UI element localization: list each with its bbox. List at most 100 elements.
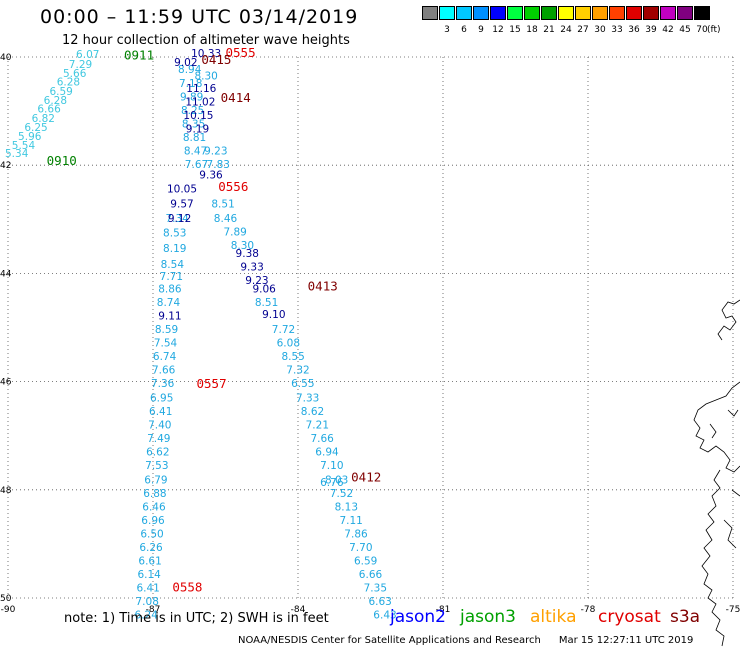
swh-value: 7.40 — [148, 420, 171, 432]
lat-tick-label: 40 — [0, 53, 12, 63]
swh-value: 6.28 — [57, 77, 80, 89]
color-swatch — [694, 6, 710, 20]
swh-value: 7.49 — [147, 433, 170, 445]
swh-value: 7.72 — [272, 324, 295, 336]
swh-value: 8.35 — [182, 118, 205, 130]
legend-entry-altika: altika — [530, 607, 577, 627]
color-scale-label: 30 — [594, 25, 606, 35]
swh-value: 7.21 — [306, 420, 329, 432]
swh-value: 8.30 — [194, 71, 217, 83]
swh-value: 6.55 — [291, 378, 314, 390]
color-swatch — [439, 6, 455, 20]
swh-value: 7.71 — [160, 271, 183, 283]
swh-value: 5.66 — [63, 68, 87, 80]
color-swatch — [490, 6, 506, 20]
swh-value: 8.59 — [155, 324, 178, 336]
swh-value: 7.66 — [310, 433, 334, 445]
coastline-segment — [693, 299, 740, 647]
swh-value: 6.94 — [315, 447, 339, 459]
swh-value: 9.38 — [236, 248, 259, 260]
swh-value: 8.13 — [335, 501, 358, 513]
pass-time-label: 0412 — [351, 470, 381, 485]
swh-value: 6.43 — [373, 610, 396, 622]
legend-entry-cryosat: cryosat — [598, 607, 661, 627]
swh-value: 7.08 — [136, 596, 159, 608]
pass-time-label: 0555 — [226, 45, 256, 60]
swh-value: 6.14 — [137, 569, 161, 581]
lat-tick-label: 48 — [0, 486, 12, 496]
color-swatch — [592, 6, 608, 20]
swh-value: 6.50 — [140, 528, 163, 540]
lat-tick-label: 42 — [0, 161, 11, 171]
color-scale-label: 6 — [461, 25, 467, 35]
swh-value: 6.82 — [32, 113, 55, 125]
lat-tick-label: 44 — [0, 269, 12, 279]
note-text: note: 1) Time is in UTC; 2) SWH is in fe… — [64, 611, 329, 626]
swh-value: 8.54 — [161, 259, 185, 271]
color-swatch — [422, 6, 438, 20]
swh-value: 7.67 — [185, 159, 208, 171]
color-scale-label: 12 — [492, 25, 504, 35]
swh-value: 9.36 — [199, 170, 223, 182]
lon-tick-label: -81 — [436, 605, 451, 615]
color-swatch — [660, 6, 676, 20]
lat-tick-label: 46 — [0, 378, 12, 388]
swh-value: 7.89 — [223, 227, 246, 239]
swh-value: 7.32 — [286, 364, 309, 376]
swh-value: 9.33 — [240, 262, 263, 274]
swh-value: 6.08 — [277, 337, 300, 349]
color-scale-label: 45 — [679, 25, 691, 35]
swh-value: 8.74 — [157, 297, 181, 309]
swh-value: 8.62 — [301, 406, 324, 418]
color-swatch — [609, 6, 625, 20]
swh-value: 10.05 — [167, 183, 197, 195]
color-swatch — [456, 6, 472, 20]
legend-entry-jason3: jason3 — [460, 607, 516, 627]
swh-value: 7.53 — [145, 460, 168, 472]
color-scale-label: 27 — [577, 25, 589, 35]
legend-entry-jason2: jason2 — [390, 607, 446, 627]
swh-value: 6.63 — [368, 596, 391, 608]
swh-value: 9.23 — [245, 275, 268, 287]
swh-value: 7.54 — [154, 337, 178, 349]
color-scale-label: 9 — [478, 25, 484, 35]
swh-value: 6.41 — [149, 406, 172, 418]
swh-value: 5.34 — [5, 148, 29, 160]
swh-value: 6.59 — [354, 555, 377, 567]
swh-value: 7.35 — [364, 583, 387, 595]
color-scale-label: 21 — [543, 25, 555, 35]
swh-value: 8.55 — [281, 351, 304, 363]
footer-credit: NOAA/NESDIS Center for Satellite Applica… — [238, 635, 693, 646]
swh-value: 6.79 — [144, 474, 167, 486]
lon-tick-label: -78 — [581, 605, 596, 615]
swh-value: 6.24 — [135, 610, 159, 622]
swh-value: 8.86 — [158, 283, 182, 295]
swh-value: 8.03 — [325, 474, 348, 486]
swh-value: 7.29 — [69, 59, 92, 71]
pass-time-label: 0413 — [308, 279, 338, 294]
swh-value: 9.89 — [180, 91, 203, 103]
pass-time-label: 0557 — [197, 376, 227, 391]
pass-time-label: 0556 — [218, 179, 248, 194]
swh-value: 7.83 — [207, 159, 230, 171]
color-swatch — [507, 6, 523, 20]
map-subtitle: 12 hour collection of altimeter wave hei… — [62, 33, 350, 48]
swh-value: 6.41 — [136, 583, 159, 595]
swh-value: 8.47 — [184, 145, 207, 157]
swh-value: 5.54 — [12, 140, 36, 152]
color-scale-unit: (ft) — [707, 25, 721, 35]
swh-value: 7.36 — [151, 378, 175, 390]
swh-value: 9.23 — [204, 145, 227, 157]
lon-tick-label: -90 — [1, 605, 16, 615]
swh-value: 10.33 — [191, 48, 221, 60]
color-swatch — [626, 6, 642, 20]
color-swatch — [677, 6, 693, 20]
swh-value: 7.52 — [330, 488, 353, 500]
color-swatch — [524, 6, 540, 20]
swh-value: 6.46 — [142, 501, 166, 513]
color-scale-label: 3 — [444, 25, 450, 35]
swh-value: 7.66 — [152, 364, 176, 376]
swh-value: 8.81 — [183, 132, 206, 144]
color-scale-label: 24 — [560, 25, 572, 35]
